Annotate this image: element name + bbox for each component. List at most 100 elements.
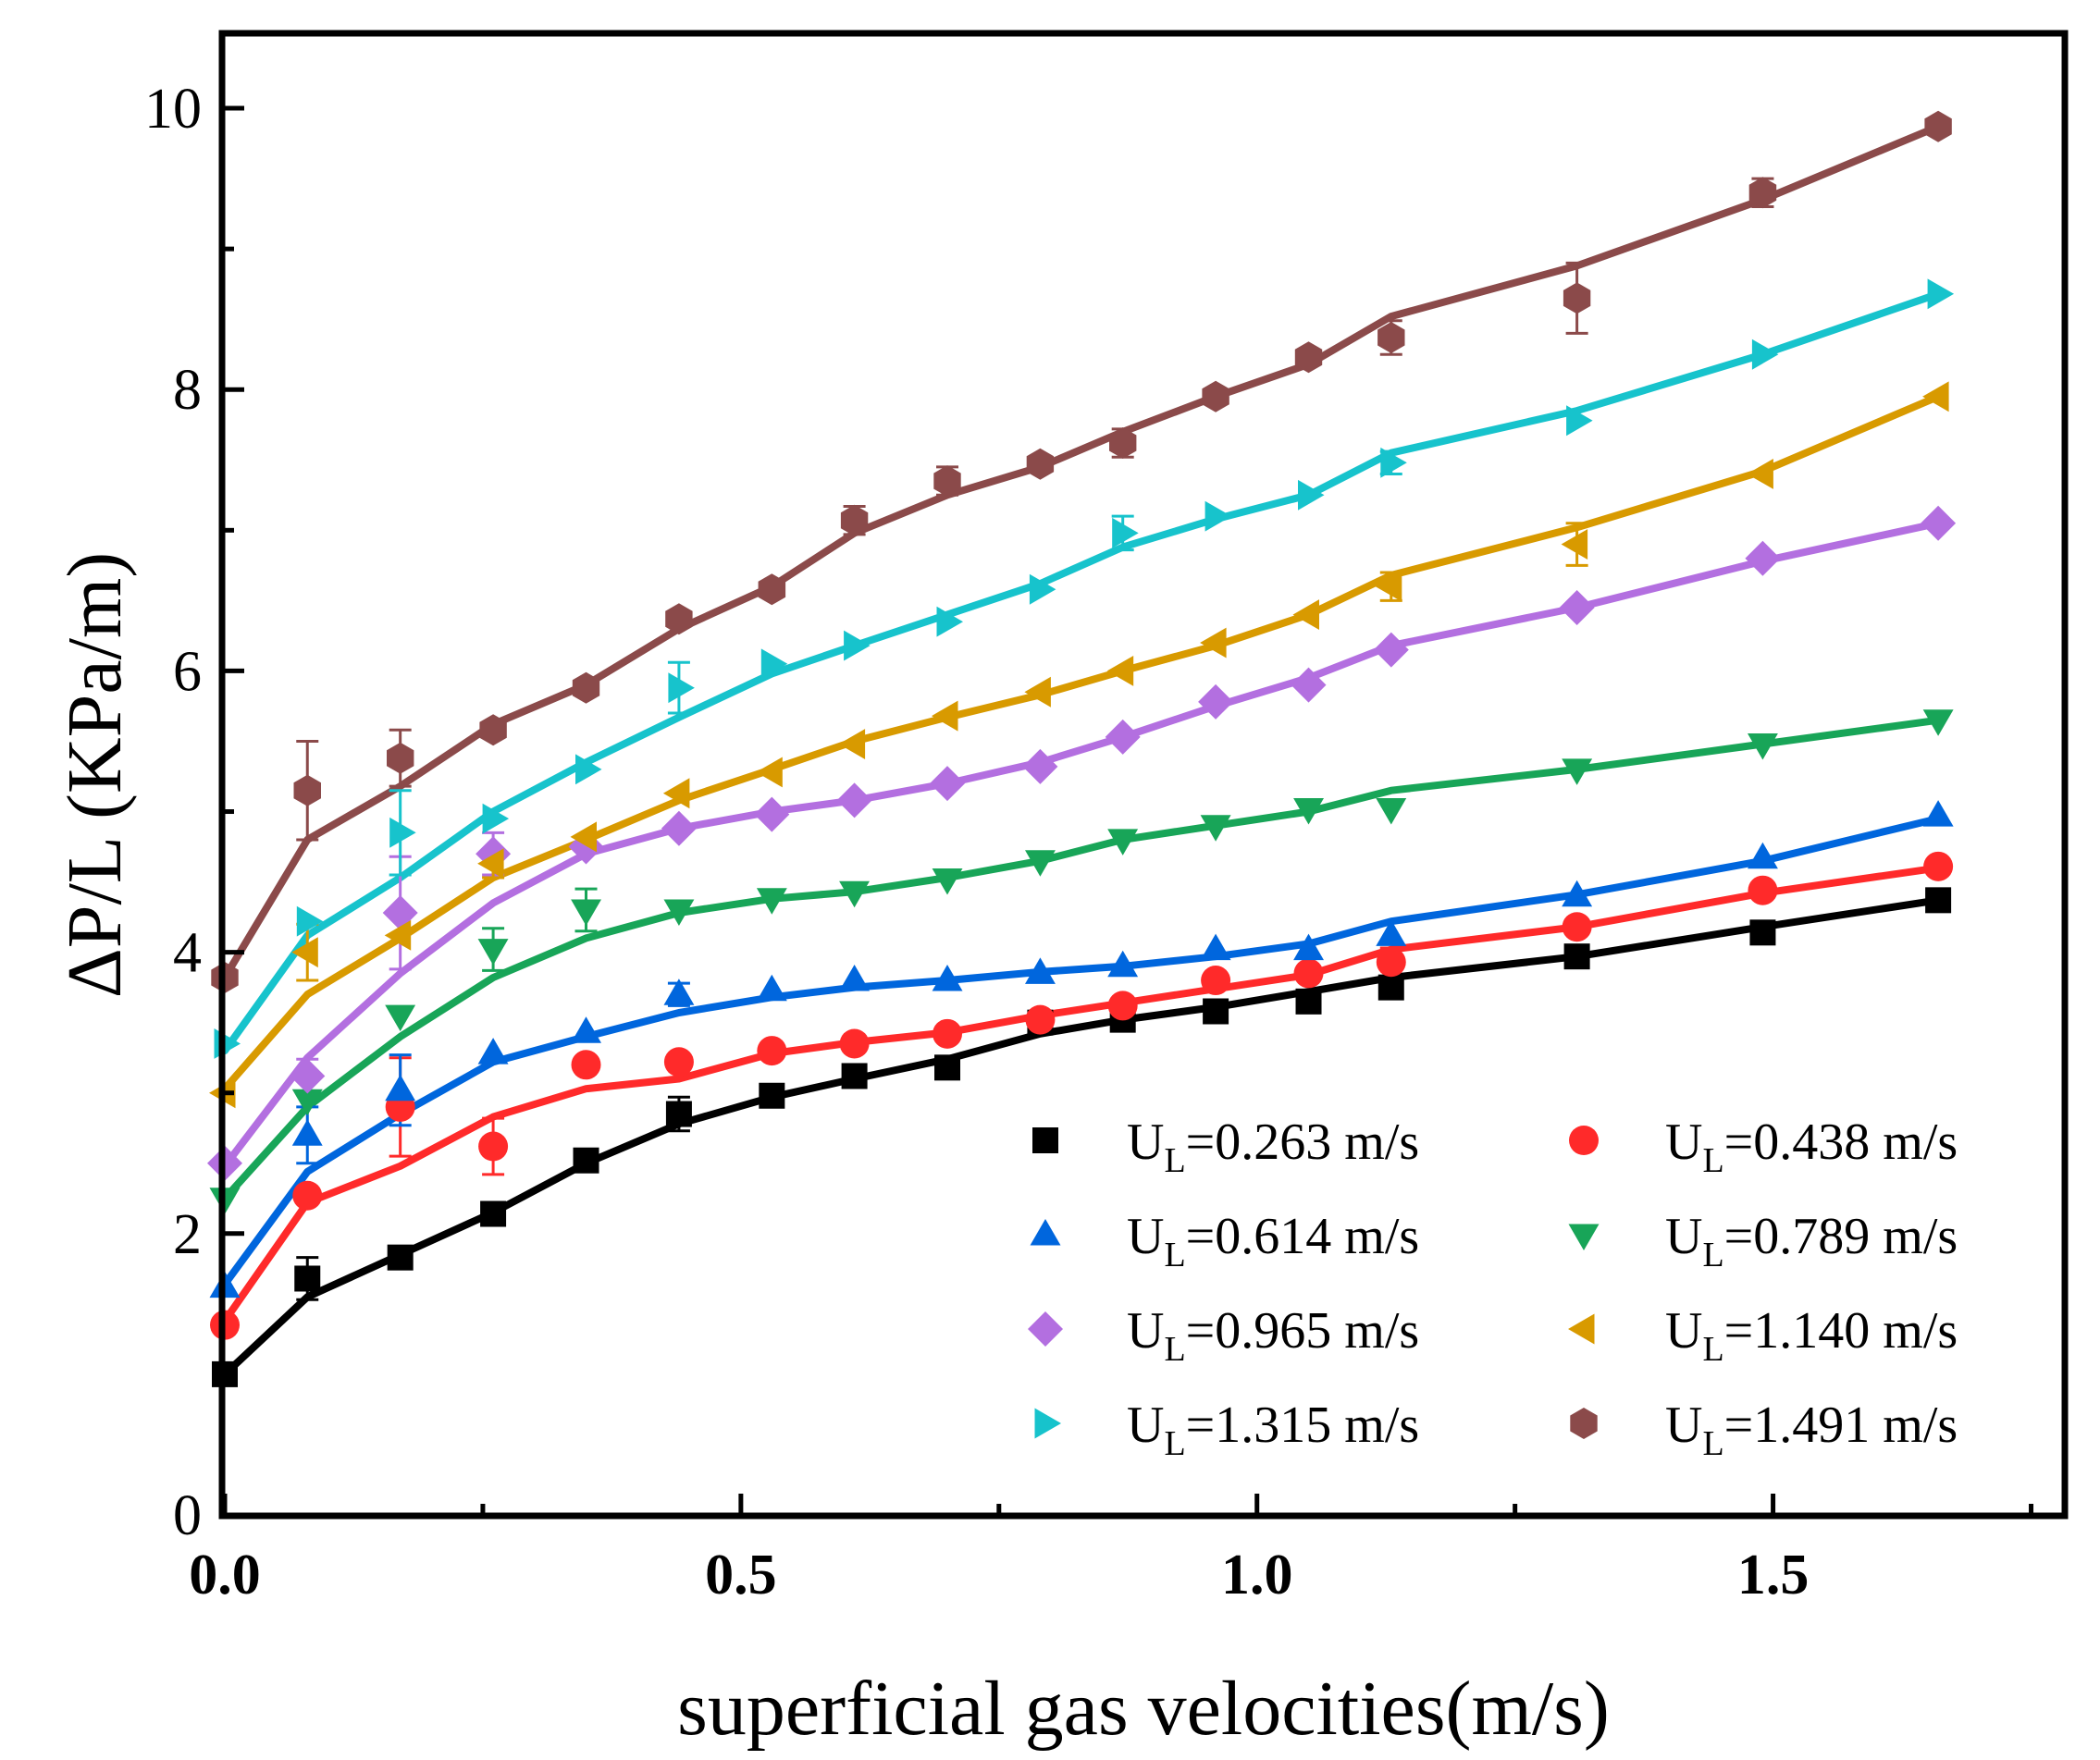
point-1-491-m-s-15 bbox=[1748, 177, 1777, 209]
legend-label-prefix: U bbox=[1127, 1397, 1164, 1454]
point-1-140-m-s-12 bbox=[1292, 599, 1319, 630]
legend-label: UL=0.438 m/s bbox=[1665, 1114, 1958, 1180]
point-0-263-m-s-2 bbox=[387, 1244, 414, 1271]
point-0-965-m-s-13 bbox=[1373, 632, 1409, 668]
point-0-789-m-s-4 bbox=[571, 899, 601, 926]
point-0-614-m-s-1 bbox=[291, 1119, 323, 1146]
point-0-263-m-s-7 bbox=[841, 1063, 868, 1089]
legend-label-subscript: L bbox=[1164, 1424, 1185, 1463]
point-0-965-m-s-11 bbox=[1198, 683, 1234, 720]
point-1-315-m-s-9 bbox=[1029, 573, 1056, 605]
point-0-789-m-s-1 bbox=[291, 1089, 323, 1116]
point-0-965-m-s-2 bbox=[382, 895, 418, 930]
legend-label-prefix: U bbox=[1127, 1114, 1164, 1171]
x-tick-label: 1.5 bbox=[1737, 1544, 1810, 1606]
point-1-491-m-s-10 bbox=[1109, 427, 1137, 459]
point-0-789-m-s-7 bbox=[839, 880, 870, 908]
point-1-140-m-s-7 bbox=[838, 729, 866, 759]
point-0-263-m-s-1 bbox=[294, 1265, 321, 1292]
point-1-140-m-s-9 bbox=[1024, 676, 1051, 708]
point-1-491-m-s-7 bbox=[840, 504, 869, 536]
point-1-315-m-s-13 bbox=[1380, 447, 1407, 478]
point-0-438-m-s-15 bbox=[1748, 875, 1778, 905]
point-0-263-m-s-12 bbox=[1295, 988, 1322, 1015]
legend-marker bbox=[1569, 1126, 1599, 1155]
point-1-491-m-s-8 bbox=[933, 465, 961, 498]
y-tick-label: 4 bbox=[173, 922, 202, 985]
point-0-789-m-s-13 bbox=[1376, 798, 1407, 825]
legend-label-value: =0.789 m/s bbox=[1724, 1208, 1958, 1265]
point-0-263-m-s-4 bbox=[573, 1147, 599, 1174]
legend-label-subscript: L bbox=[1702, 1236, 1723, 1274]
point-0-438-m-s-7 bbox=[839, 1028, 870, 1059]
point-1-491-m-s-1 bbox=[293, 774, 321, 806]
point-0-614-m-s-16 bbox=[1922, 800, 1954, 827]
point-1-491-m-s-16 bbox=[1924, 110, 1952, 142]
point-0-614-m-s-3 bbox=[477, 1038, 509, 1065]
point-0-965-m-s-15 bbox=[1745, 540, 1781, 576]
legend-label-prefix: U bbox=[1127, 1302, 1164, 1360]
legend-item-0-438-m-s: UL=0.438 m/s bbox=[1569, 1114, 1958, 1180]
legend-marker bbox=[1032, 1127, 1058, 1153]
point-0-789-m-s-12 bbox=[1293, 798, 1324, 825]
point-0-614-m-s-13 bbox=[1376, 919, 1407, 946]
point-1-315-m-s-15 bbox=[1751, 338, 1779, 370]
point-1-315-m-s-5 bbox=[668, 672, 695, 704]
point-1-491-m-s-4 bbox=[572, 671, 600, 704]
y-tick-label: 0 bbox=[173, 1484, 202, 1547]
point-1-315-m-s-1 bbox=[296, 905, 324, 937]
point-0-438-m-s-14 bbox=[1562, 912, 1592, 942]
legend-marker bbox=[1028, 1311, 1063, 1347]
point-0-614-m-s-4 bbox=[571, 1016, 601, 1043]
legend-item-0-614-m-s: UL=0.614 m/s bbox=[1030, 1208, 1419, 1274]
legend-item-0-263-m-s: UL=0.263 m/s bbox=[1032, 1114, 1419, 1180]
axis-ticks bbox=[222, 105, 2034, 1518]
legend-label-prefix: U bbox=[1127, 1208, 1164, 1265]
tick-labels: 0.0 0.5 1.0 1.5 0 2 4 6 8 10 bbox=[144, 78, 1809, 1606]
point-0-438-m-s-1 bbox=[292, 1180, 323, 1211]
point-1-140-m-s-15 bbox=[1747, 459, 1773, 489]
point-0-438-m-s-12 bbox=[1293, 958, 1324, 989]
point-1-491-m-s-5 bbox=[665, 603, 693, 635]
point-1-140-m-s-5 bbox=[662, 778, 690, 809]
legend-label-prefix: U bbox=[1665, 1397, 1702, 1454]
point-0-965-m-s-10 bbox=[1105, 719, 1141, 755]
point-1-140-m-s-11 bbox=[1200, 627, 1227, 658]
legend-label-prefix: U bbox=[1665, 1114, 1702, 1171]
legend-label: UL=0.614 m/s bbox=[1127, 1208, 1419, 1274]
legend: UL=0.263 m/s UL=0.438 m/sUL=0.614 m/s UL=0… bbox=[1028, 1114, 1958, 1463]
point-0-789-m-s-6 bbox=[756, 888, 787, 915]
point-0-263-m-s-14 bbox=[1563, 943, 1590, 970]
legend-label-value: =1.140 m/s bbox=[1724, 1302, 1958, 1360]
legend-label: UL=1.491 m/s bbox=[1665, 1397, 1958, 1463]
legend-item-0-789-m-s: UL=0.789 m/s bbox=[1568, 1208, 1958, 1274]
legend-label: UL=0.965 m/s bbox=[1127, 1302, 1419, 1369]
point-0-263-m-s-3 bbox=[480, 1200, 507, 1227]
point-0-965-m-s-6 bbox=[754, 796, 790, 832]
point-0-438-m-s-9 bbox=[1025, 1004, 1056, 1035]
point-0-789-m-s-14 bbox=[1562, 758, 1593, 785]
legend-label-value: =0.614 m/s bbox=[1186, 1208, 1420, 1265]
point-1-315-m-s-6 bbox=[760, 648, 788, 680]
point-1-140-m-s-8 bbox=[932, 700, 958, 732]
point-0-965-m-s-8 bbox=[930, 766, 965, 802]
point-1-315-m-s-12 bbox=[1298, 479, 1325, 511]
point-0-263-m-s-6 bbox=[759, 1082, 785, 1109]
point-0-965-m-s-12 bbox=[1291, 667, 1327, 703]
point-0-263-m-s-11 bbox=[1203, 998, 1229, 1025]
point-0-965-m-s-1 bbox=[290, 1058, 326, 1094]
legend-marker bbox=[1030, 1219, 1061, 1246]
point-0-438-m-s-10 bbox=[1107, 991, 1138, 1021]
point-0-438-m-s-11 bbox=[1201, 966, 1231, 996]
point-1-491-m-s-13 bbox=[1377, 322, 1405, 353]
point-0-438-m-s-3 bbox=[478, 1131, 509, 1162]
point-0-263-m-s-15 bbox=[1749, 919, 1776, 946]
legend-marker bbox=[1034, 1408, 1061, 1439]
point-0-789-m-s-5 bbox=[663, 899, 695, 926]
legend-label-subscript: L bbox=[1164, 1236, 1185, 1274]
point-0-789-m-s-3 bbox=[477, 939, 509, 966]
legend-label-subscript: L bbox=[1702, 1424, 1723, 1463]
point-0-438-m-s-4 bbox=[571, 1050, 601, 1080]
point-0-614-m-s-15 bbox=[1748, 842, 1778, 869]
